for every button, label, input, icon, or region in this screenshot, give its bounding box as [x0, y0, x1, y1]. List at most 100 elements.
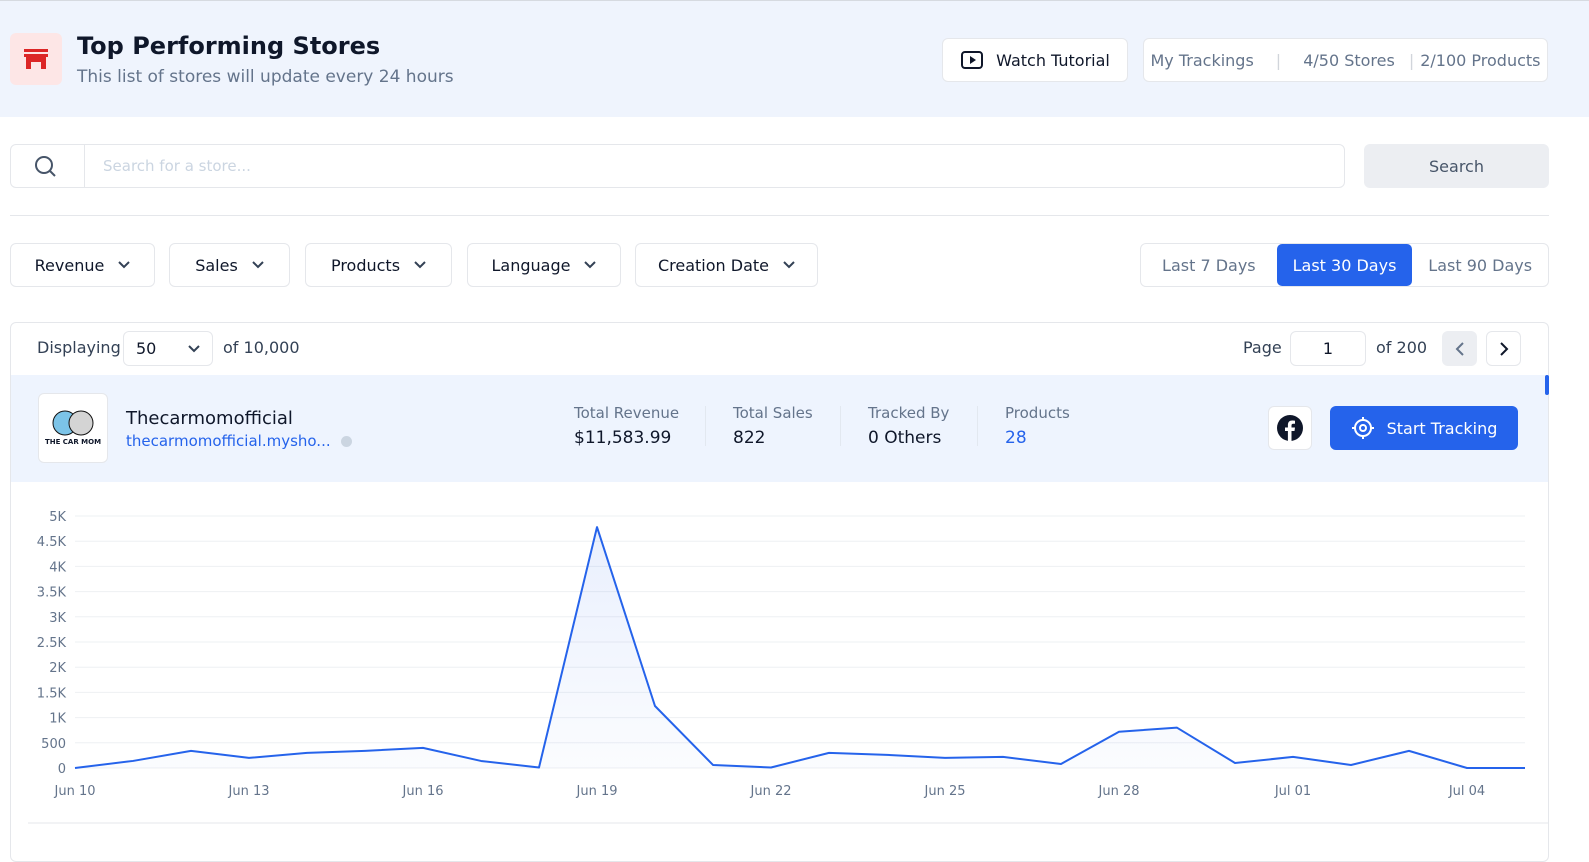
page-input[interactable]: 1 [1290, 331, 1366, 366]
x-tick-label: Jun 28 [1098, 784, 1140, 799]
prev-page[interactable] [1442, 331, 1477, 366]
page-total: of 200 [1376, 338, 1428, 357]
search-placeholder: Search for a store... [103, 157, 251, 175]
chart: 0 500 1K 1.5K 2K 2.5K 3K 3.5K 4K 4.5K 5K Jun 10 Jun … [28, 510, 1549, 824]
filter-dropdown[interactable]: Sales [169, 243, 290, 287]
filter-dropdown[interactable]: Language [467, 243, 621, 287]
page-title: Top Performing Stores [77, 32, 381, 60]
page-subtitle: This list of stores will update every 24… [77, 67, 454, 87]
filter-label: Creation Date [657, 255, 770, 275]
facebook-icon [1277, 415, 1303, 441]
y-tick-label: 5K [49, 510, 66, 525]
watch-tutorial-button[interactable]: Watch Tutorial [942, 38, 1128, 82]
y-tick-label: 2.5K [37, 636, 67, 651]
x-tick-label: Jun 13 [228, 784, 270, 799]
x-tick-label: Jul 04 [1448, 784, 1485, 799]
per-page-value: 50 [136, 339, 157, 358]
x-tick-label: Jun 19 [576, 784, 618, 799]
logo-icon [52, 410, 94, 436]
y-tick-label: 3.5K [37, 586, 67, 601]
line [74, 526, 1525, 769]
chevron [252, 261, 264, 269]
displaying-label: Displaying [37, 338, 121, 357]
chevron [783, 261, 795, 269]
stat-value: 822 [733, 428, 766, 448]
filter-label: Sales [195, 255, 238, 275]
filter-label: Language [491, 255, 571, 275]
filter-label: Products [330, 255, 401, 275]
x-tick-label: Jun 16 [402, 784, 444, 799]
chevron-right [1499, 341, 1508, 356]
date-range-option[interactable]: Last 90 Days [1428, 255, 1533, 275]
date-range-option[interactable]: Last 30 Days [1276, 244, 1413, 286]
filter-dropdown[interactable]: Creation Date [635, 243, 818, 287]
y-tick-label: 3K [49, 611, 66, 626]
chevron-path [414, 261, 426, 269]
search-button[interactable]: Search [1364, 144, 1549, 188]
search-icon [35, 145, 85, 187]
y-tick-label: 0 [58, 762, 66, 777]
date-range-option[interactable]: Last 7 Days [1162, 255, 1256, 275]
y-tick-label: 2K [49, 661, 66, 676]
filter-dropdown[interactable]: Revenue [10, 243, 155, 287]
date-range-group: Last 7 Days Last 30 Days Last 90 Days [1140, 243, 1549, 287]
chevron-left [1455, 341, 1464, 356]
stat-value: 0 Others [868, 428, 942, 448]
target-icon [1351, 417, 1374, 439]
search-input[interactable]: Search for a store... [10, 144, 1345, 188]
logo [10, 33, 62, 85]
area [75, 527, 1525, 768]
per-page-select[interactable]: 50 [123, 331, 213, 366]
y-tick-label: 1K [49, 712, 66, 727]
stat-value[interactable]: 28 [1005, 428, 1027, 448]
store-icon [24, 49, 48, 69]
next-page[interactable] [1486, 331, 1521, 366]
x-tick-label: Jun 25 [924, 784, 966, 799]
chevron-path [118, 261, 131, 269]
stat-label: Tracked By [868, 404, 950, 422]
filter-label: Revenue [34, 255, 105, 275]
stat-label: Products [1005, 404, 1070, 422]
button-label: Watch Tutorial [996, 50, 1110, 70]
filter-dropdown[interactable]: Products [305, 243, 452, 287]
chevron-path [783, 261, 795, 269]
chevron [584, 261, 597, 269]
y-tick-label: 500 [41, 737, 66, 752]
facebook-button[interactable] [1268, 406, 1312, 450]
store-logo: THE CAR MOM [38, 393, 108, 463]
y-tick-label: 4.5K [37, 535, 67, 550]
trackings-box[interactable]: My Trackings | 4/50 Stores | 2/100 Produ… [1143, 38, 1548, 82]
stat-value: $11,583.99 [574, 428, 672, 448]
products-quota: 2/100 Products [1420, 50, 1541, 70]
stat: Tracked By 0 Others [868, 404, 949, 448]
x-tick-label: Jun 22 [750, 784, 792, 799]
stores-quota: 4/50 Stores [1303, 50, 1395, 70]
total-count: of 10,000 [223, 338, 300, 357]
store-name: Thecarmomofficial [126, 408, 293, 429]
chevron-path [584, 261, 597, 269]
info-icon [341, 436, 352, 447]
y-tick-label: 4K [49, 560, 66, 575]
x-tick-label: Jun 10 [54, 784, 96, 799]
stat-label: Total Revenue [574, 404, 680, 422]
chevron [188, 344, 200, 352]
stat-label: Total Sales [733, 404, 813, 422]
y-tick-label: 1.5K [37, 686, 67, 701]
chevron [118, 261, 131, 269]
chevron [414, 261, 426, 269]
stat: Products 28 [1005, 404, 1070, 448]
x-tick-label: Jul 01 [1274, 784, 1311, 799]
button-label: Start Tracking [1386, 418, 1498, 438]
chevron-path [252, 261, 264, 269]
stat: Total Revenue $11,583.99 [574, 404, 679, 448]
page-label: Page [1243, 338, 1282, 357]
my-trackings: My Trackings [1150, 50, 1254, 70]
stat: Total Sales 822 [733, 404, 813, 448]
scroll-indicator [1545, 375, 1549, 395]
store-url[interactable]: thecarmomofficial.mysho... [126, 432, 331, 450]
play-icon [961, 51, 984, 69]
start-tracking-button[interactable]: Start Tracking [1330, 406, 1518, 450]
divider [10, 215, 1549, 216]
logo-text: THE CAR MOM [44, 438, 102, 446]
